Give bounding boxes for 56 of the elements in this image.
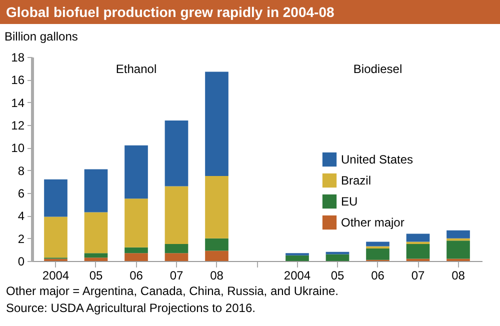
y-tick-label: 0 xyxy=(18,254,25,268)
source-note: Source: USDA Agricultural Projections to 2016. xyxy=(5,300,256,317)
y-tick-label: 4 xyxy=(18,209,25,224)
y-tick-label: 16 xyxy=(11,73,25,88)
bar xyxy=(164,244,188,254)
legend-label: Other major xyxy=(341,216,404,230)
bar xyxy=(205,72,228,176)
bar xyxy=(44,216,68,258)
bar xyxy=(84,258,108,261)
y-tick-label: 14 xyxy=(11,96,25,110)
legend-label: EU xyxy=(341,194,358,208)
y-tick-label: 6 xyxy=(18,186,25,200)
bar xyxy=(366,248,390,260)
bar xyxy=(366,242,390,246)
y-tick-label: 18 xyxy=(11,50,25,64)
y-tick-label: 8 xyxy=(18,164,25,178)
y-tick-label: 2 xyxy=(18,232,25,246)
bar xyxy=(446,240,470,259)
bar xyxy=(205,238,228,251)
bar xyxy=(124,198,148,248)
legend-label: Brazil xyxy=(341,174,372,188)
x-tick-label: 06 xyxy=(371,268,385,282)
bar xyxy=(44,179,68,217)
x-tick-label: 07 xyxy=(170,268,184,282)
bar xyxy=(84,212,108,254)
chart-title: Global biofuel production grew rapidly in 2004-08 xyxy=(0,0,500,24)
x-tick-label: 05 xyxy=(330,268,344,282)
bar xyxy=(286,255,309,261)
annotation: Biodiesel xyxy=(353,62,402,76)
bar xyxy=(84,169,108,212)
annotation: Ethanol xyxy=(116,62,157,76)
x-tick-label: 2004 xyxy=(284,268,311,282)
y-tick-label: 12 xyxy=(11,118,25,132)
bar xyxy=(406,234,430,242)
text: Other major = Argentina, Canada, China, Russia, and Ukraine. xyxy=(5,283,340,300)
bar xyxy=(124,253,148,261)
x-tick-label: 07 xyxy=(411,268,425,282)
legend-label: United States xyxy=(341,152,414,166)
x-tick-label: 2004 xyxy=(42,268,70,282)
bar xyxy=(205,176,228,238)
bar xyxy=(164,253,188,261)
x-tick-label: 05 xyxy=(89,268,103,282)
bar xyxy=(326,254,350,261)
bar xyxy=(406,244,430,259)
bar xyxy=(164,120,188,186)
y-tick-label: 10 xyxy=(11,141,25,156)
x-tick-label: 06 xyxy=(130,268,144,282)
bar xyxy=(84,253,108,258)
bar xyxy=(446,230,470,238)
bar xyxy=(205,250,228,261)
x-tick-label: 08 xyxy=(452,268,466,282)
bar xyxy=(164,186,188,244)
y-axis-title: Billion gallons xyxy=(4,30,78,44)
x-tick-label: 08 xyxy=(210,268,224,282)
bar xyxy=(124,247,148,254)
bar xyxy=(124,145,148,199)
